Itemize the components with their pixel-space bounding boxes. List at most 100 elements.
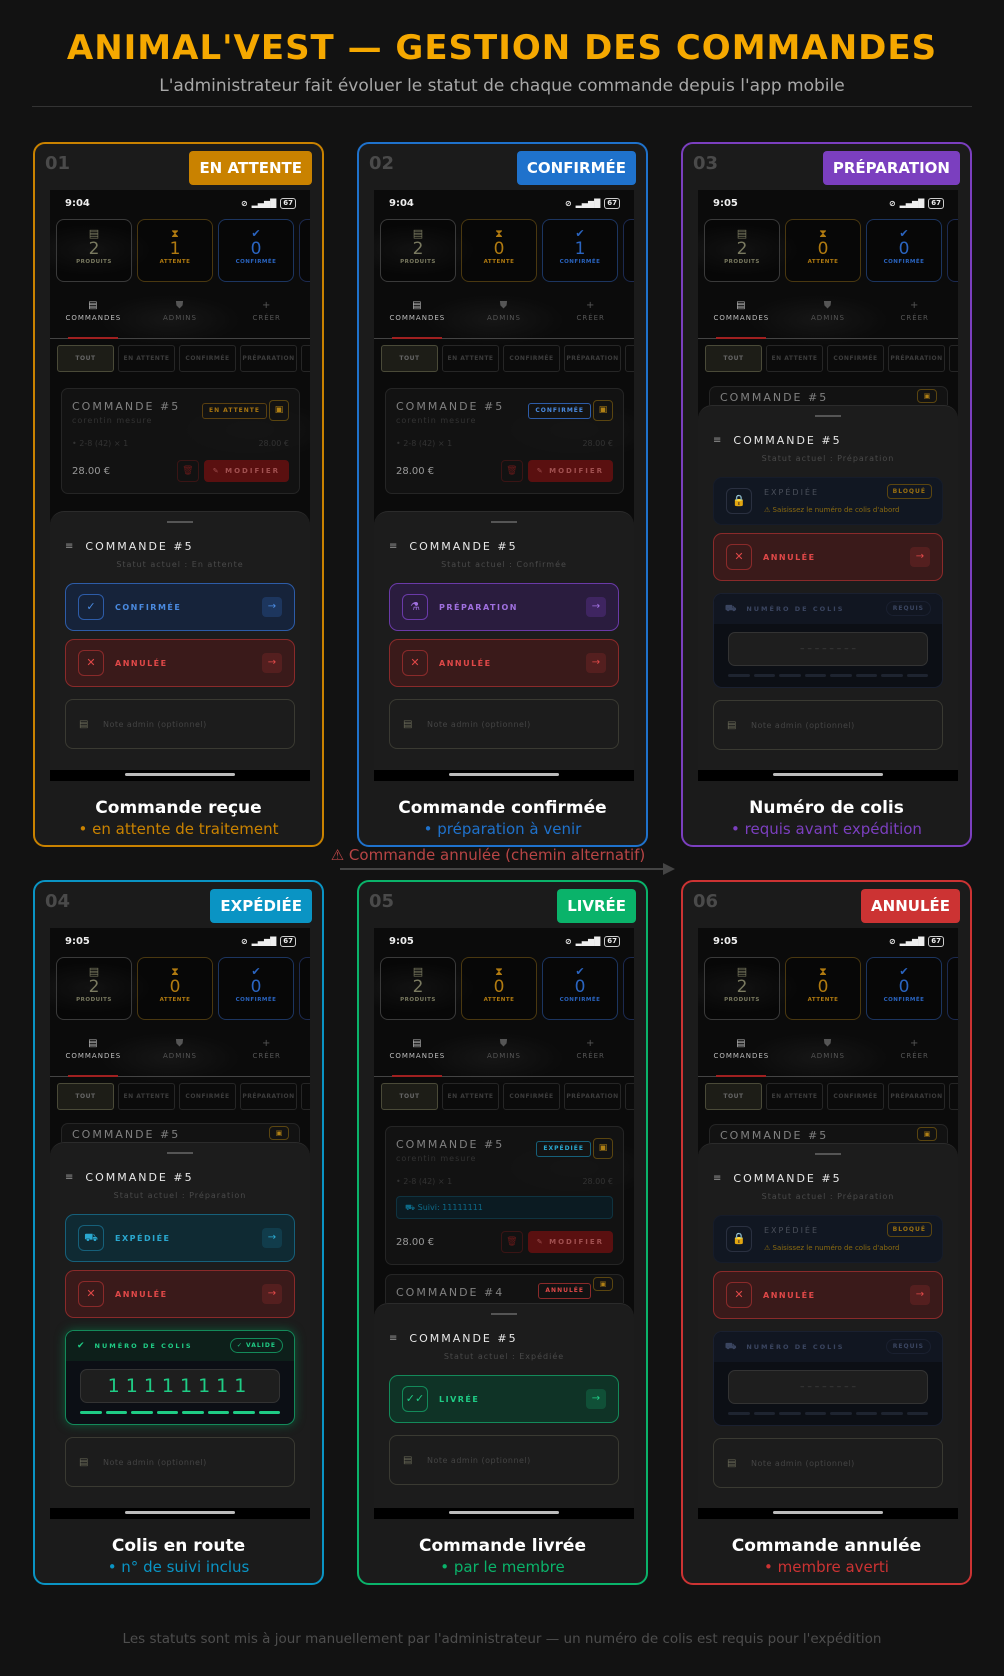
status-option[interactable]: ✓ CONFIRMÉE → — [65, 583, 295, 631]
tab-2[interactable]: + CRÉER — [223, 1038, 310, 1060]
status-option[interactable]: ✕ ANNULÉE → — [713, 1271, 943, 1319]
sheet-handle[interactable] — [815, 415, 841, 417]
order-card[interactable]: COMMANDE #5 ▣ — [61, 1123, 300, 1142]
filter-chip[interactable]: PRÉPARATION — [888, 1083, 945, 1110]
filter-chip[interactable]: PRÉPARATION — [564, 1083, 621, 1110]
order-status-badge: CONFIRMÉE — [528, 403, 591, 419]
filter-chip[interactable] — [949, 345, 958, 372]
stat-card: ▤ 2 PRODUITS — [704, 219, 780, 282]
sheet-handle[interactable] — [491, 521, 517, 523]
filter-chip[interactable]: EN ATTENTE — [118, 345, 175, 372]
tab-0[interactable]: ▤ COMMANDES — [374, 1038, 461, 1060]
tab-0[interactable]: ▤ COMMANDES — [374, 300, 461, 322]
filter-chip[interactable]: EN ATTENTE — [442, 345, 499, 372]
status-option[interactable]: ✕ ANNULÉE → — [389, 639, 619, 687]
delete-button[interactable]: 🗑 — [500, 1231, 523, 1253]
filter-chip[interactable]: PRÉPARATION — [888, 345, 945, 372]
tab-1[interactable]: ⛊ ADMINS — [785, 300, 872, 322]
member-icon[interactable]: ▣ — [917, 389, 937, 403]
order-card[interactable]: COMMANDE #5 CONFIRMÉE ▣ corentin mesure • 2-… — [385, 388, 624, 494]
order-card[interactable]: COMMANDE #5 EN ATTENTE ▣ corentin mesure • 2… — [61, 388, 300, 494]
signal-icon: ▂▄▆█ — [575, 937, 601, 946]
member-icon[interactable]: ▣ — [917, 1127, 937, 1141]
filter-chip[interactable]: TOUT — [705, 345, 762, 372]
filter-chip[interactable]: CONFIRMÉE — [179, 1083, 236, 1110]
tab-2[interactable]: + CRÉER — [223, 300, 310, 322]
order-card[interactable]: COMMANDE #5 EXPÉDIÉE ▣ corentin mesure • 2-8… — [385, 1126, 624, 1265]
tab-0[interactable]: ▤ COMMANDES — [50, 1038, 137, 1060]
order-card[interactable]: COMMANDE #5 ▣ — [709, 1124, 948, 1143]
filter-chip[interactable]: CONFIRMÉE — [827, 345, 884, 372]
modify-button[interactable]: ✎ MODIFIER — [527, 1231, 613, 1253]
filter-chip[interactable] — [949, 1083, 958, 1110]
filter-chip[interactable]: CONFIRMÉE — [503, 1083, 560, 1110]
filter-chip[interactable]: TOUT — [381, 345, 438, 372]
filter-chip[interactable]: PRÉPARATION — [564, 345, 621, 372]
status-option[interactable]: ⚗ PRÉPARATION → — [389, 583, 619, 631]
filter-chip[interactable]: EN ATTENTE — [118, 1083, 175, 1110]
order-card[interactable]: COMMANDE #4 ANNULÉE ▣ — [385, 1274, 624, 1303]
filter-chip[interactable]: EN ATTENTE — [766, 1083, 823, 1110]
filter-chip[interactable] — [301, 345, 310, 372]
delete-button[interactable]: 🗑 — [176, 460, 199, 482]
tab-2[interactable]: + CRÉER — [871, 300, 958, 322]
sheet-handle[interactable] — [815, 1153, 841, 1155]
status-option[interactable]: ✕ ANNULÉE → — [65, 639, 295, 687]
order-card[interactable]: COMMANDE #5 ▣ — [709, 386, 948, 405]
tab-0[interactable]: ▤ COMMANDES — [698, 300, 785, 322]
member-icon[interactable]: ▣ — [593, 1277, 613, 1291]
admin-note-input[interactable]: ▤ Note admin (optionnel) — [389, 1435, 619, 1485]
sheet-handle[interactable] — [167, 521, 193, 523]
note-placeholder: Note admin (optionnel) — [750, 720, 855, 730]
filter-chip[interactable] — [625, 1083, 634, 1110]
filter-chip[interactable]: TOUT — [57, 345, 114, 372]
filter-chip[interactable]: EN ATTENTE — [766, 345, 823, 372]
filter-chip[interactable]: EN ATTENTE — [442, 1083, 499, 1110]
filter-chip[interactable]: TOUT — [705, 1083, 762, 1110]
status-option[interactable]: ✕ ANNULÉE → — [713, 533, 943, 581]
status-option[interactable]: ✕ ANNULÉE → — [65, 1270, 295, 1318]
filter-chip[interactable] — [301, 1083, 310, 1110]
shield-icon: ⛊ — [175, 300, 185, 311]
member-icon[interactable]: ▣ — [269, 400, 289, 421]
sheet-handle[interactable] — [491, 1313, 517, 1315]
filter-chip[interactable]: PRÉPARATION — [240, 1083, 297, 1110]
tab-2[interactable]: + CRÉER — [547, 1038, 634, 1060]
filter-chip[interactable]: CONFIRMÉE — [503, 345, 560, 372]
status-option[interactable]: ✓✓ LIVRÉE → — [389, 1375, 619, 1423]
tracking-number-input[interactable]: 11111111 — [80, 1369, 280, 1403]
admin-note-input[interactable]: ▤ Note admin (optionnel) — [713, 700, 943, 750]
delete-button[interactable]: 🗑 — [500, 460, 523, 482]
modify-button[interactable]: ✎ MODIFIER — [527, 460, 613, 482]
status-option[interactable]: ⛟ EXPÉDIÉE → — [65, 1214, 295, 1262]
tab-2[interactable]: + CRÉER — [871, 1038, 958, 1060]
admin-note-input[interactable]: ▤ Note admin (optionnel) — [389, 699, 619, 749]
modify-button[interactable]: ✎ MODIFIER — [203, 460, 289, 482]
filter-chip[interactable] — [625, 345, 634, 372]
tab-1[interactable]: ⛊ ADMINS — [461, 300, 548, 322]
admin-note-input[interactable]: ▤ Note admin (optionnel) — [713, 1438, 943, 1488]
tab-1[interactable]: ⛊ ADMINS — [137, 1038, 224, 1060]
member-icon[interactable]: ▣ — [269, 1126, 289, 1140]
tab-1[interactable]: ⛊ ADMINS — [137, 300, 224, 322]
filter-chip[interactable]: TOUT — [57, 1083, 114, 1110]
stat-label: PRODUITS — [76, 259, 112, 265]
admin-note-input[interactable]: ▤ Note admin (optionnel) — [65, 699, 295, 749]
status-icon: ✓✓ — [402, 1386, 428, 1412]
panel-caption: Commande livrée — [419, 1536, 586, 1556]
tracking-number-input[interactable]: – – – – – – – – — [728, 1370, 928, 1404]
tab-1[interactable]: ⛊ ADMINS — [461, 1038, 548, 1060]
filter-chip[interactable]: CONFIRMÉE — [827, 1083, 884, 1110]
sheet-handle[interactable] — [167, 1152, 193, 1154]
tab-0[interactable]: ▤ COMMANDES — [698, 1038, 785, 1060]
tab-0[interactable]: ▤ COMMANDES — [50, 300, 137, 322]
member-icon[interactable]: ▣ — [593, 400, 613, 421]
filter-chip[interactable]: PRÉPARATION — [240, 345, 297, 372]
admin-note-input[interactable]: ▤ Note admin (optionnel) — [65, 1437, 295, 1487]
tracking-number-input[interactable]: – – – – – – – – — [728, 632, 928, 666]
filter-chip[interactable]: CONFIRMÉE — [179, 345, 236, 372]
tab-1[interactable]: ⛊ ADMINS — [785, 1038, 872, 1060]
member-icon[interactable]: ▣ — [593, 1138, 613, 1159]
tab-2[interactable]: + CRÉER — [547, 300, 634, 322]
filter-chip[interactable]: TOUT — [381, 1083, 438, 1110]
